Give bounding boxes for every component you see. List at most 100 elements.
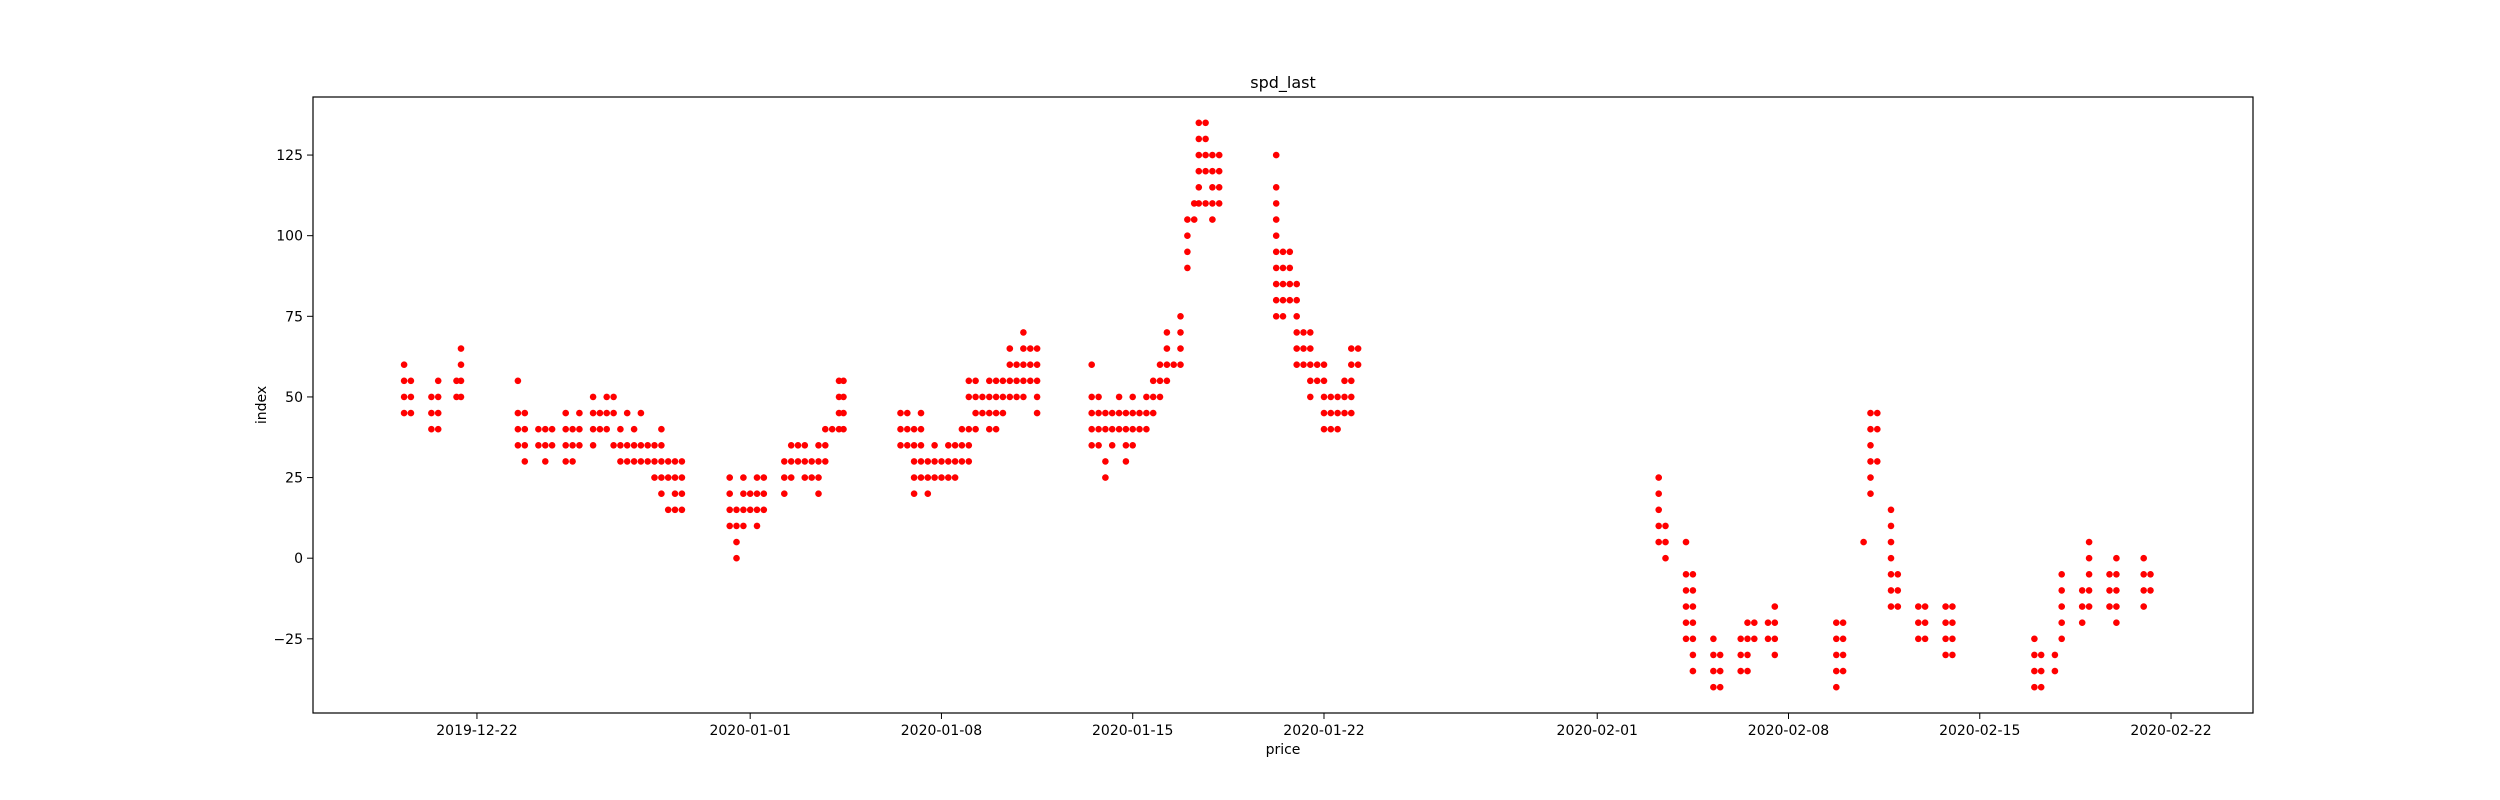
data-point: [644, 442, 651, 449]
data-point: [1095, 425, 1102, 433]
data-point: [815, 442, 822, 449]
data-point: [1921, 619, 1929, 626]
data-point: [1272, 280, 1280, 288]
data-point: [2113, 554, 2120, 562]
data-point: [1115, 425, 1123, 433]
data-point: [1122, 425, 1130, 433]
data-point: [992, 393, 1000, 401]
data-point: [671, 490, 679, 498]
data-point: [910, 425, 918, 433]
data-point: [726, 474, 733, 481]
data-point: [2085, 587, 2093, 594]
data-point: [781, 458, 788, 465]
data-point: [2113, 571, 2120, 578]
data-point: [2106, 587, 2113, 594]
data-point: [1215, 184, 1223, 191]
data-point: [822, 425, 829, 433]
data-point: [1334, 393, 1341, 401]
data-point: [1655, 506, 1662, 514]
data-point: [740, 506, 747, 514]
data-point: [664, 458, 672, 465]
data-point: [521, 425, 529, 433]
data-point: [965, 393, 973, 401]
data-point: [1202, 135, 1209, 143]
data-point: [1867, 425, 1874, 433]
data-point: [428, 425, 435, 433]
data-point: [904, 425, 911, 433]
data-point: [808, 474, 815, 481]
data-point: [1013, 361, 1020, 369]
data-point: [1839, 651, 1847, 659]
data-point: [610, 393, 617, 401]
data-point: [1095, 409, 1102, 417]
data-point: [671, 474, 679, 481]
y-tick-label: 0: [294, 551, 303, 567]
data-point: [603, 409, 610, 417]
data-point: [753, 522, 761, 530]
data-point: [1156, 393, 1164, 401]
data-point: [1027, 361, 1034, 369]
data-point: [514, 409, 522, 417]
data-point: [897, 442, 904, 449]
data-point: [658, 490, 665, 498]
data-point: [1279, 248, 1287, 256]
data-point: [1209, 216, 1216, 223]
data-point: [617, 458, 624, 465]
data-point: [951, 442, 959, 449]
data-point: [434, 393, 442, 401]
data-point: [1095, 393, 1102, 401]
x-tick-label: 2020-01-22: [1283, 723, 1364, 739]
data-point: [630, 442, 638, 449]
data-point: [1320, 377, 1328, 385]
data-point: [407, 377, 415, 385]
data-point: [1033, 345, 1041, 352]
x-axis-label: price: [1266, 742, 1301, 758]
data-point: [1915, 635, 1922, 643]
data-point: [1689, 651, 1697, 659]
data-point: [651, 442, 658, 449]
data-point: [1887, 571, 1895, 578]
data-point: [2085, 603, 2093, 610]
data-point: [746, 490, 754, 498]
data-point: [1655, 522, 1662, 530]
data-point: [931, 474, 938, 481]
data-point: [2031, 651, 2038, 659]
data-point: [945, 474, 952, 481]
data-point: [407, 409, 415, 417]
data-point: [1860, 538, 1867, 546]
data-point: [407, 393, 415, 401]
data-point: [542, 425, 549, 433]
data-point: [1027, 345, 1034, 352]
data-point: [1006, 361, 1014, 369]
data-point: [1689, 571, 1697, 578]
data-point: [897, 409, 904, 417]
data-point: [2140, 571, 2147, 578]
data-point: [2058, 587, 2065, 594]
data-point: [457, 393, 465, 401]
data-point: [992, 425, 1000, 433]
data-point: [1195, 135, 1203, 143]
data-point: [1874, 458, 1881, 465]
data-point: [986, 409, 993, 417]
data-point: [828, 425, 836, 433]
data-point: [644, 458, 651, 465]
data-point: [1887, 538, 1895, 546]
data-point: [1307, 345, 1314, 352]
data-point: [753, 506, 761, 514]
data-point: [1689, 667, 1697, 675]
data-point: [664, 474, 672, 481]
data-point: [979, 409, 986, 417]
data-point: [1341, 409, 1348, 417]
data-point: [840, 377, 847, 385]
data-point: [2051, 651, 2059, 659]
data-point: [1354, 361, 1362, 369]
data-point: [1272, 216, 1280, 223]
data-point: [1894, 603, 1902, 610]
data-point: [2051, 667, 2059, 675]
data-point: [1184, 248, 1191, 256]
data-point: [1033, 393, 1041, 401]
data-point: [1320, 409, 1328, 417]
data-point: [992, 377, 1000, 385]
data-point: [917, 425, 925, 433]
